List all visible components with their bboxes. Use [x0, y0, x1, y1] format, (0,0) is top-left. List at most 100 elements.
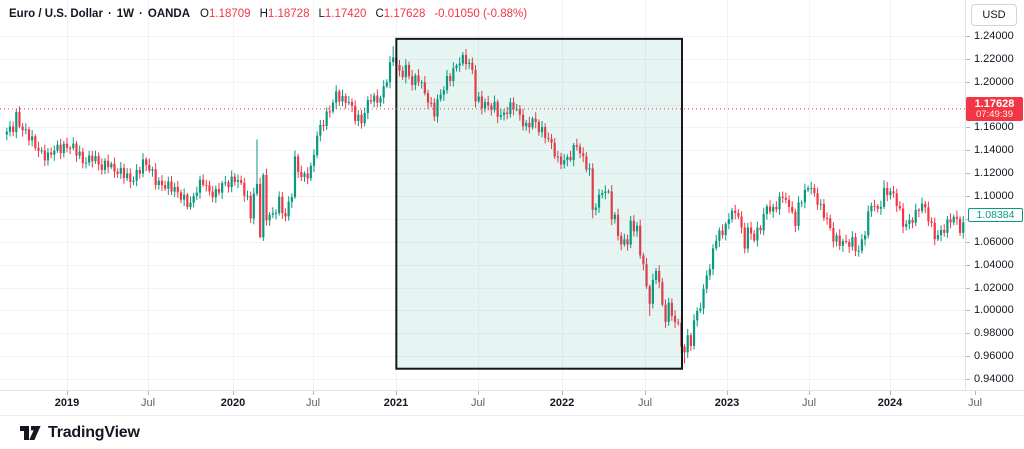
candle-body: [553, 142, 556, 157]
candle-body: [84, 162, 88, 164]
candle-body: [360, 114, 363, 124]
candle-body: [50, 152, 53, 155]
candle-body: [474, 69, 477, 102]
candle-body: [835, 235, 838, 242]
bar-countdown: 07:49:39: [976, 108, 1013, 120]
candle-body: [699, 308, 702, 311]
candle-body: [601, 193, 604, 195]
candle-body: [908, 219, 911, 225]
candle-body: [145, 159, 148, 165]
price-axis-tick: [966, 333, 970, 335]
candle-body: [639, 225, 642, 256]
candle-body: [506, 112, 509, 115]
tradingview-logo[interactable]: TradingView: [20, 424, 140, 442]
candle-body: [43, 150, 46, 161]
candle-body: [550, 138, 553, 143]
candle-body: [879, 206, 882, 209]
candle-body: [708, 269, 711, 276]
candle-body: [78, 151, 81, 156]
candle-body: [62, 143, 65, 154]
candle-body: [955, 216, 958, 219]
candle-body: [230, 176, 233, 188]
candle-body: [610, 191, 613, 220]
candle-body: [119, 167, 122, 174]
candlestick-chart[interactable]: [0, 0, 965, 390]
candle-body: [350, 102, 354, 106]
candle-body: [582, 153, 585, 157]
time-axis-year-label: 2021: [383, 397, 409, 409]
price-axis[interactable]: 1.240001.220001.200001.180001.160001.140…: [965, 0, 1024, 390]
candle-body: [366, 100, 369, 113]
candle-body: [217, 189, 221, 193]
candles-layer: [5, 46, 965, 364]
candle-body: [12, 126, 15, 133]
candle-body: [344, 95, 347, 103]
candle-body: [94, 156, 97, 162]
candle-body: [949, 219, 952, 223]
candle-body: [167, 181, 170, 189]
candle-body: [195, 192, 198, 196]
candle-body: [262, 174, 265, 238]
candle-body: [544, 127, 547, 139]
time-axis-tick: [727, 391, 728, 395]
candle-body: [287, 201, 290, 217]
candle-body: [946, 219, 949, 233]
time-axis-year-label: 2022: [549, 397, 575, 409]
candle-body: [528, 122, 531, 128]
candle-body: [854, 237, 857, 252]
time-axis-year-label: 2019: [54, 397, 80, 409]
candle-body: [838, 235, 841, 246]
candle-body: [208, 185, 211, 192]
candle-body: [591, 168, 594, 210]
candle-body: [626, 239, 629, 245]
candle-body: [490, 105, 493, 110]
candle-body: [670, 302, 673, 316]
candle-body: [297, 156, 300, 172]
candle-body: [160, 180, 164, 186]
candle-body: [221, 183, 224, 193]
candle-body: [594, 207, 597, 210]
price-axis-label: 1.10000: [974, 190, 1014, 203]
price-axis-label: 1.04000: [974, 258, 1014, 271]
open-value: O1.18709: [200, 8, 251, 20]
last-price-value: 1.17628: [974, 97, 1015, 110]
candle-body: [651, 279, 654, 304]
symbol-title[interactable]: Euro / U.S. Dollar: [9, 8, 103, 20]
candle-body: [829, 218, 832, 229]
candle-body: [81, 151, 84, 164]
candle-body: [753, 233, 756, 241]
candle-body: [198, 179, 202, 193]
interval-label[interactable]: 1W: [116, 8, 135, 20]
candle-body: [569, 156, 572, 161]
selection-rectangle[interactable]: [395, 37, 684, 370]
symbol-legend[interactable]: Euro / U.S. Dollar · 1W · OANDA O1.18709…: [9, 5, 527, 23]
candle-body: [274, 213, 278, 215]
candle-body: [898, 205, 901, 209]
last-price-label[interactable]: 1.17628 07:49:39: [966, 96, 1023, 121]
low-value: L1.17420: [318, 8, 366, 20]
price-axis-label: 1.22000: [974, 52, 1014, 65]
candle-body: [483, 101, 487, 109]
candle-body: [863, 235, 867, 240]
candle-body: [233, 176, 236, 182]
candle-body: [154, 169, 157, 186]
candle-body: [794, 211, 797, 226]
candle-body: [943, 229, 946, 233]
time-axis-month-label: Jul: [967, 397, 983, 409]
price-axis-tick: [966, 379, 970, 380]
candle-body: [661, 282, 664, 305]
time-axis-tick: [233, 391, 234, 395]
secondary-price-label[interactable]: 1.08384: [968, 207, 1023, 222]
candle-body: [607, 191, 610, 193]
time-axis[interactable]: 2019 Jul 2020 Jul 2021 Jul 2022 Jul 2023 Jul 2024 J…: [0, 390, 1024, 416]
candle-body: [702, 288, 705, 309]
candle-body: [103, 160, 107, 170]
candle-body: [309, 165, 312, 179]
price-axis-label: 0.96000: [974, 350, 1014, 363]
legend-separator: ·: [107, 8, 112, 20]
candle-body: [556, 156, 559, 158]
candle-body: [683, 346, 686, 353]
candle-body: [341, 95, 344, 102]
currency-button[interactable]: USD: [971, 4, 1017, 26]
candle-body: [832, 228, 835, 242]
